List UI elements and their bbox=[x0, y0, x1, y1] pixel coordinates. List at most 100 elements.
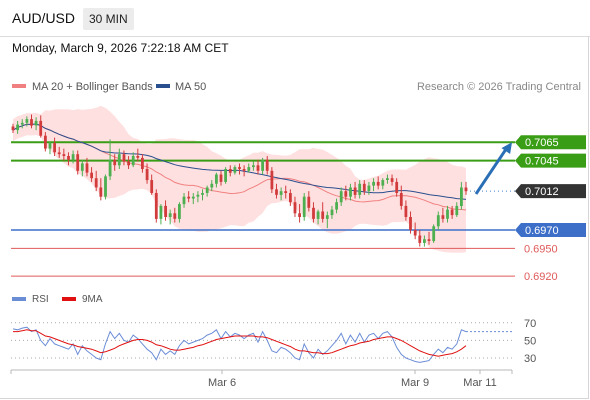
candle-body bbox=[464, 187, 468, 192]
candle bbox=[76, 150, 80, 175]
candle-body bbox=[168, 213, 172, 217]
candle-body bbox=[182, 196, 186, 205]
candle-body bbox=[233, 167, 237, 173]
candle bbox=[67, 152, 70, 166]
candle-body bbox=[224, 169, 227, 182]
candle bbox=[201, 189, 204, 201]
candle bbox=[11, 123, 15, 133]
candle-body bbox=[71, 154, 75, 160]
forecast-arrow-shaft bbox=[474, 145, 510, 195]
candle-body bbox=[427, 239, 431, 241]
rsi-tick-label: 30 bbox=[524, 353, 536, 365]
candle-body bbox=[265, 159, 269, 171]
candle bbox=[168, 209, 172, 225]
candle-body bbox=[104, 176, 107, 197]
candle bbox=[219, 170, 223, 186]
bollinger-band-layer bbox=[13, 105, 466, 253]
bollinger-band bbox=[13, 105, 466, 253]
candle bbox=[247, 163, 251, 173]
candle bbox=[196, 191, 200, 203]
candle bbox=[215, 172, 218, 188]
candle bbox=[228, 165, 232, 177]
candle-body bbox=[256, 165, 260, 171]
candle-body bbox=[16, 124, 19, 131]
candle bbox=[335, 198, 338, 214]
candle-body bbox=[316, 211, 320, 219]
candle bbox=[381, 178, 385, 190]
candle bbox=[113, 154, 117, 171]
candle bbox=[30, 114, 33, 129]
candle bbox=[150, 174, 154, 195]
candle-body bbox=[85, 163, 89, 173]
candle-body bbox=[372, 181, 375, 186]
ma20-legend-swatch bbox=[12, 84, 26, 88]
candle-body bbox=[94, 178, 98, 188]
candle-body bbox=[67, 156, 70, 160]
candle-body bbox=[11, 126, 15, 131]
candle-body bbox=[238, 167, 241, 169]
header-divider bbox=[0, 36, 590, 37]
candle-body bbox=[358, 183, 362, 195]
candle-body bbox=[339, 191, 343, 203]
time-tick-label: Mar 6 bbox=[208, 377, 236, 389]
candle-body bbox=[108, 159, 112, 177]
candle bbox=[284, 185, 288, 199]
candle bbox=[34, 117, 38, 131]
candle-body bbox=[460, 187, 463, 206]
time-tick-label: Mar 11 bbox=[463, 377, 496, 389]
time-tick-label: Mar 9 bbox=[401, 377, 429, 389]
level-tag bbox=[515, 184, 586, 199]
candle bbox=[413, 222, 417, 240]
forecast-arrow-head bbox=[501, 142, 512, 154]
candle bbox=[423, 235, 426, 247]
candle bbox=[367, 181, 371, 195]
candle-body bbox=[367, 185, 371, 192]
candle-body bbox=[293, 202, 297, 214]
candle bbox=[182, 193, 186, 208]
candle bbox=[339, 187, 343, 206]
candle bbox=[136, 148, 140, 162]
candle-body bbox=[386, 178, 389, 180]
candle-body bbox=[247, 167, 251, 171]
candle bbox=[16, 120, 19, 134]
candle-body bbox=[99, 187, 103, 197]
candle-body bbox=[191, 196, 195, 199]
level-label: 0.7065 bbox=[525, 137, 559, 149]
candle bbox=[316, 209, 320, 225]
candle bbox=[25, 116, 29, 127]
time-axis: Mar 6 Mar 9 Mar 11 bbox=[10, 370, 513, 389]
candle-body bbox=[122, 154, 126, 162]
candle-body bbox=[210, 183, 214, 188]
candle bbox=[441, 207, 445, 223]
candle bbox=[173, 207, 177, 223]
candle-body bbox=[404, 205, 408, 217]
candle-body bbox=[446, 209, 449, 219]
candle-body bbox=[413, 230, 417, 236]
candle-body bbox=[62, 154, 66, 156]
candle-body bbox=[196, 194, 200, 197]
timeframe-badge[interactable]: 30 MIN bbox=[83, 8, 134, 30]
candle bbox=[358, 180, 362, 199]
candle-body bbox=[131, 156, 135, 166]
candle bbox=[191, 193, 195, 205]
candle-body bbox=[127, 161, 130, 166]
candle bbox=[53, 137, 56, 157]
candle bbox=[289, 189, 292, 206]
credit-text: Research © 2026 Trading Central bbox=[417, 81, 581, 93]
candle-body bbox=[57, 152, 61, 155]
level-label: 0.6950 bbox=[524, 243, 558, 255]
candle-body bbox=[455, 205, 459, 216]
candle-body bbox=[30, 119, 33, 126]
candle-body bbox=[344, 191, 348, 197]
candle-body bbox=[284, 191, 288, 193]
candle bbox=[62, 148, 66, 161]
ma50-legend-swatch bbox=[156, 84, 170, 88]
candle bbox=[460, 181, 463, 210]
candle-body bbox=[321, 211, 325, 219]
rsi-legend-swatch bbox=[12, 297, 26, 301]
level-label: 0.6920 bbox=[524, 271, 558, 283]
price-tags-layer: 0.7065 0.7045 0.7012 0.6970 0.6950 0.6920 bbox=[515, 135, 586, 283]
candle-body bbox=[436, 215, 440, 227]
candle bbox=[224, 167, 227, 184]
